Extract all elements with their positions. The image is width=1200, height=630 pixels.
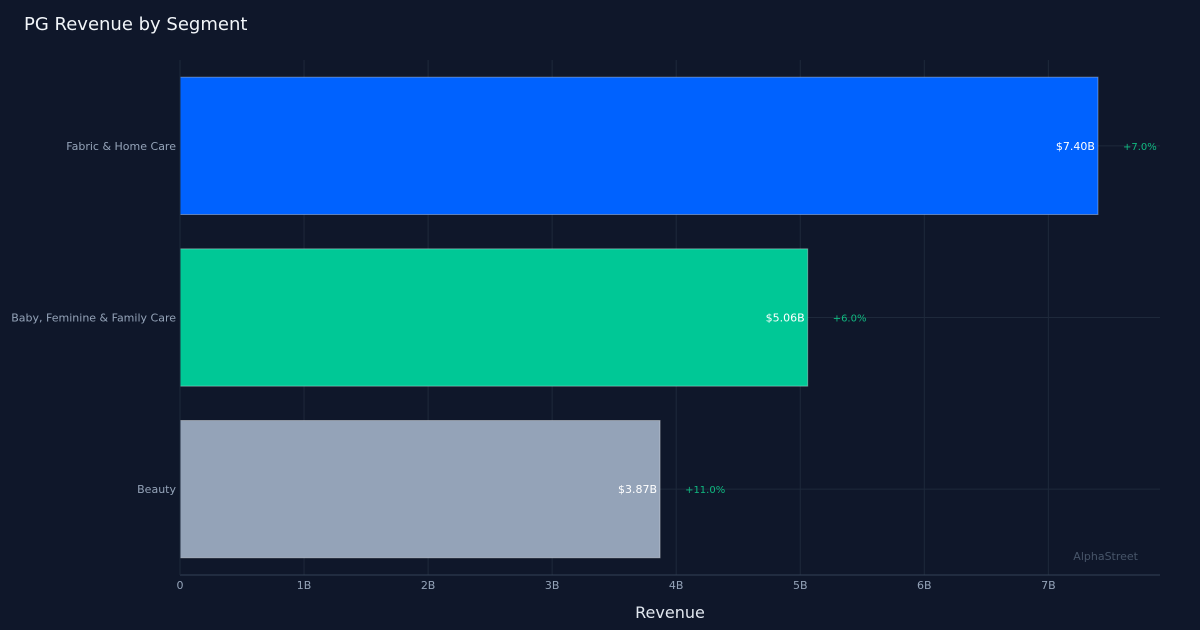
category-label: Baby, Feminine & Family Care [11,312,176,325]
x-tick-label: 4B [669,579,684,592]
category-label: Beauty [137,483,176,496]
x-tick-label: 0 [177,579,184,592]
growth-label: +6.0% [833,314,867,325]
growth-label: +11.0% [685,485,725,496]
x-tick-label: 1B [297,579,312,592]
value-label: $3.87B [618,483,657,496]
value-label: $7.40B [1056,140,1095,153]
x-tick-label: 3B [545,579,560,592]
value-label: $5.06B [766,312,805,325]
x-axis-label: Revenue [635,603,705,622]
category-label: Fabric & Home Care [66,140,176,153]
bar-labels: Fabric & Home Care $7.40B +7.0% Baby, Femin… [11,140,1157,496]
bar [179,76,1099,215]
x-tick-label: 7B [1041,579,1056,592]
chart-title: PG Revenue by Segment [24,14,247,35]
bar [179,420,661,559]
x-axis: 0 1B 2B 3B 4B 5B 6B 7B [177,60,1160,592]
bar [179,248,809,387]
x-tick-label: 5B [793,579,808,592]
x-tick-label: 2B [421,579,436,592]
watermark: AlphaStreet [1073,550,1138,563]
x-tick-label: 6B [917,579,932,592]
growth-label: +7.0% [1123,142,1157,153]
